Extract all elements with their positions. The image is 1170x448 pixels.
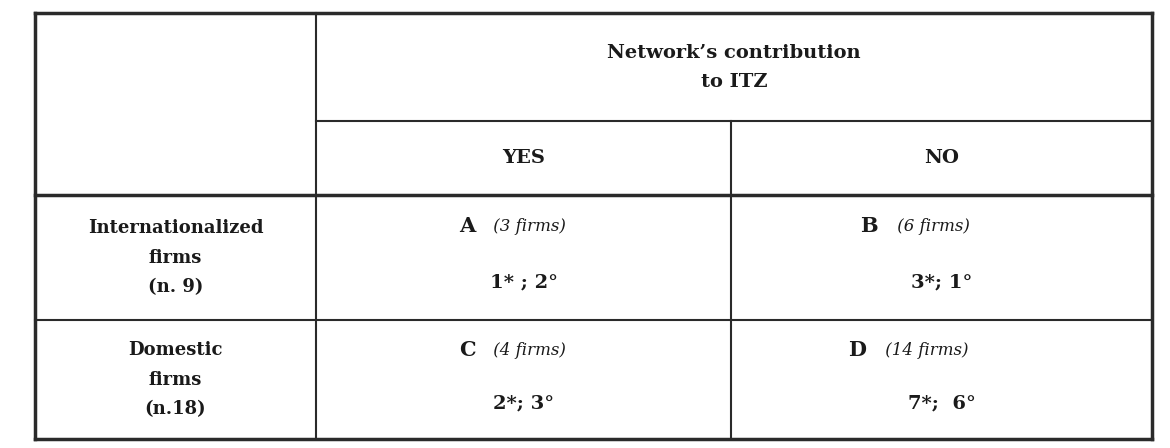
Text: D: D <box>848 340 866 360</box>
Text: Domestic
firms
(n.18): Domestic firms (n.18) <box>129 341 222 418</box>
Text: Internationalized
firms
(n. 9): Internationalized firms (n. 9) <box>88 220 263 296</box>
Text: (6 firms): (6 firms) <box>892 218 970 235</box>
Text: NO: NO <box>924 149 959 167</box>
Text: Network’s contribution
to ITZ: Network’s contribution to ITZ <box>607 43 861 91</box>
Text: YES: YES <box>502 149 545 167</box>
Text: 3*; 1°: 3*; 1° <box>911 274 972 292</box>
Text: 1* ; 2°: 1* ; 2° <box>489 274 558 292</box>
Text: C: C <box>459 340 476 360</box>
Text: (14 firms): (14 firms) <box>880 341 969 358</box>
Text: A: A <box>459 216 475 236</box>
Text: 7*;  6°: 7*; 6° <box>908 394 976 413</box>
Text: (4 firms): (4 firms) <box>489 341 566 358</box>
Text: 2*; 3°: 2*; 3° <box>493 394 555 413</box>
Text: (3 firms): (3 firms) <box>489 218 566 235</box>
Text: B: B <box>860 216 878 236</box>
